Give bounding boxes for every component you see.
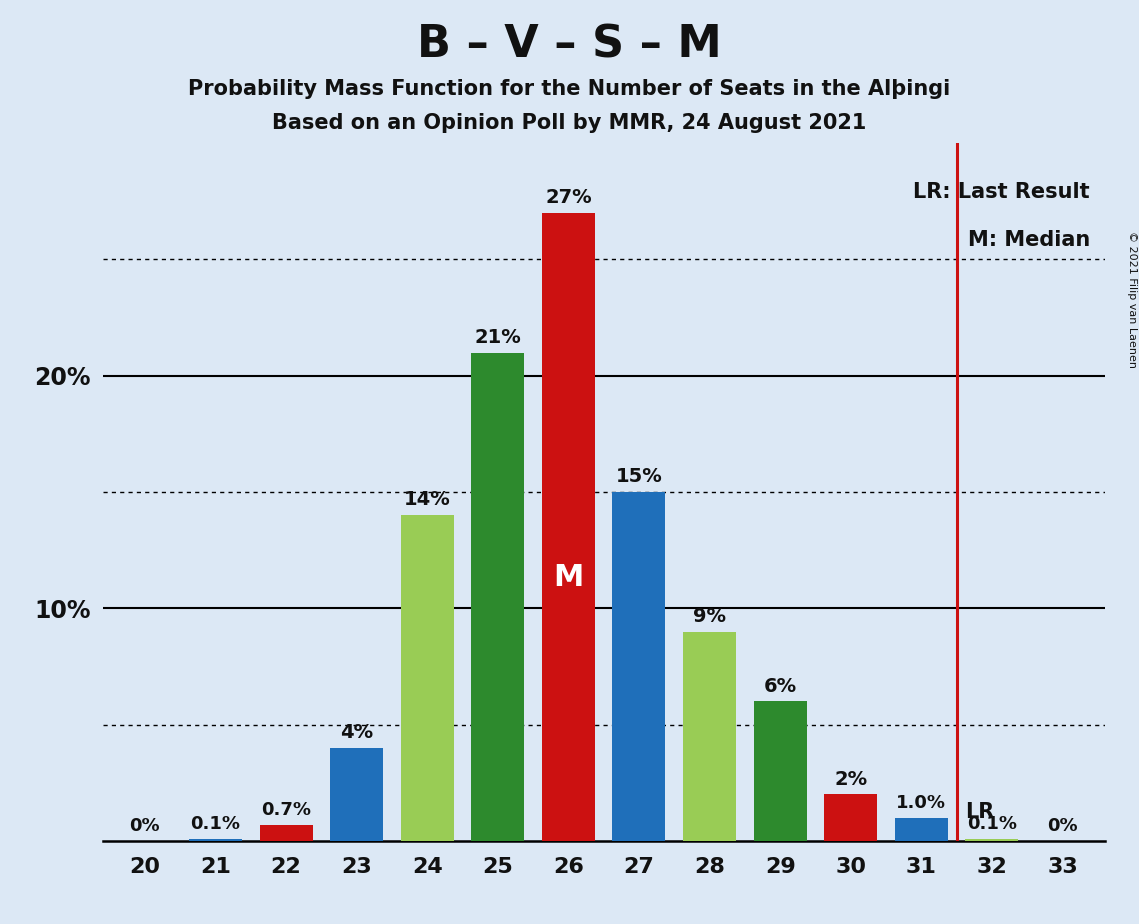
Text: 0%: 0% xyxy=(130,817,161,835)
Bar xyxy=(754,701,806,841)
Text: Based on an Opinion Poll by MMR, 24 August 2021: Based on an Opinion Poll by MMR, 24 Augu… xyxy=(272,113,867,133)
Text: 27%: 27% xyxy=(546,188,591,207)
Text: 0%: 0% xyxy=(1047,817,1077,835)
Text: LR: Last Result: LR: Last Result xyxy=(913,182,1090,201)
Text: 0.1%: 0.1% xyxy=(967,815,1017,833)
Text: Probability Mass Function for the Number of Seats in the Alþingi: Probability Mass Function for the Number… xyxy=(188,79,951,99)
Text: M: Median: M: Median xyxy=(967,230,1090,250)
Text: 1.0%: 1.0% xyxy=(896,794,947,812)
Text: LR: LR xyxy=(965,802,994,822)
Bar xyxy=(613,492,665,841)
Text: B – V – S – M: B – V – S – M xyxy=(417,23,722,67)
Text: 0.1%: 0.1% xyxy=(190,815,240,833)
Text: 14%: 14% xyxy=(404,491,451,509)
Bar xyxy=(260,824,312,841)
Bar xyxy=(472,353,524,841)
Text: 2%: 2% xyxy=(834,770,867,788)
Bar xyxy=(966,838,1018,841)
Text: 4%: 4% xyxy=(341,723,374,742)
Text: 6%: 6% xyxy=(763,676,796,696)
Bar xyxy=(895,818,948,841)
Bar xyxy=(825,795,877,841)
Text: 15%: 15% xyxy=(615,468,663,486)
Text: © 2021 Filip van Laenen: © 2021 Filip van Laenen xyxy=(1126,231,1137,368)
Bar xyxy=(542,213,595,841)
Text: M: M xyxy=(554,563,583,591)
Bar xyxy=(683,632,736,841)
Bar xyxy=(401,516,453,841)
Text: 9%: 9% xyxy=(693,607,726,626)
Bar xyxy=(330,748,383,841)
Bar xyxy=(189,838,241,841)
Text: 21%: 21% xyxy=(475,328,522,346)
Text: 0.7%: 0.7% xyxy=(261,801,311,819)
